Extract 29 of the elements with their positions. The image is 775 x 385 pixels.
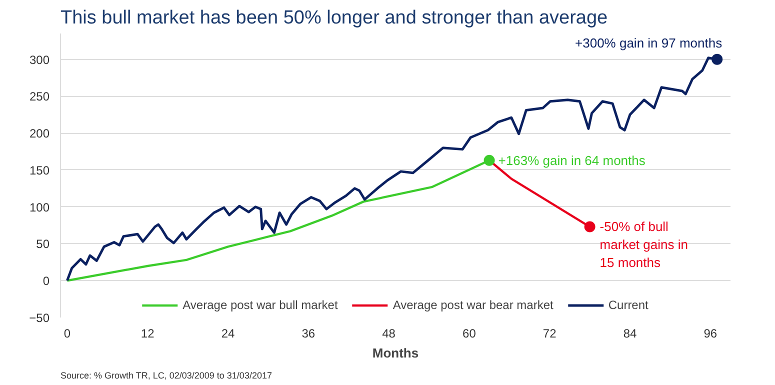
- x-tick-label: 84: [623, 326, 637, 340]
- point: [584, 221, 596, 232]
- annotation: -50% of bull market gains in 15 months: [600, 218, 688, 270]
- x-tick-label: 12: [140, 326, 155, 340]
- y-tick-label: 300: [29, 52, 50, 67]
- x-tick-label: 72: [542, 326, 557, 340]
- y-tick-label: 100: [29, 200, 50, 214]
- legend-label: Current: [608, 298, 648, 312]
- y-tick-label: 200: [29, 126, 50, 141]
- x-tick-label: 36: [302, 326, 316, 340]
- point: [484, 154, 495, 166]
- legend-label: Average post war bear market: [392, 298, 554, 312]
- y-tick-label: 0: [42, 274, 50, 288]
- x-tick-label: 0: [64, 326, 71, 340]
- source-note: Source: % Growth TR, LC, 02/03/2009 to 31/03/2017: [60, 370, 272, 380]
- y-tick-label: 50: [36, 237, 50, 252]
- annotation: +163% gain in 64 months: [498, 152, 646, 168]
- x-tick-label: 48: [382, 326, 396, 340]
- annotation: +300% gain in 97 months: [575, 35, 723, 50]
- x-tick-label: 24: [221, 326, 235, 340]
- legend-label: Average post war bull market: [182, 298, 338, 312]
- x-axis-title: Months: [372, 346, 419, 360]
- y-tick-label: 250: [29, 90, 50, 104]
- y-tick-label: 150: [29, 163, 50, 178]
- chart-title: This bull market has been 50% longer and stronger than average: [60, 8, 608, 28]
- y-tick-label: −50: [29, 311, 50, 325]
- x-tick-label: 96: [704, 326, 718, 340]
- point: [712, 54, 723, 65]
- x-tick-label: 60: [462, 326, 476, 340]
